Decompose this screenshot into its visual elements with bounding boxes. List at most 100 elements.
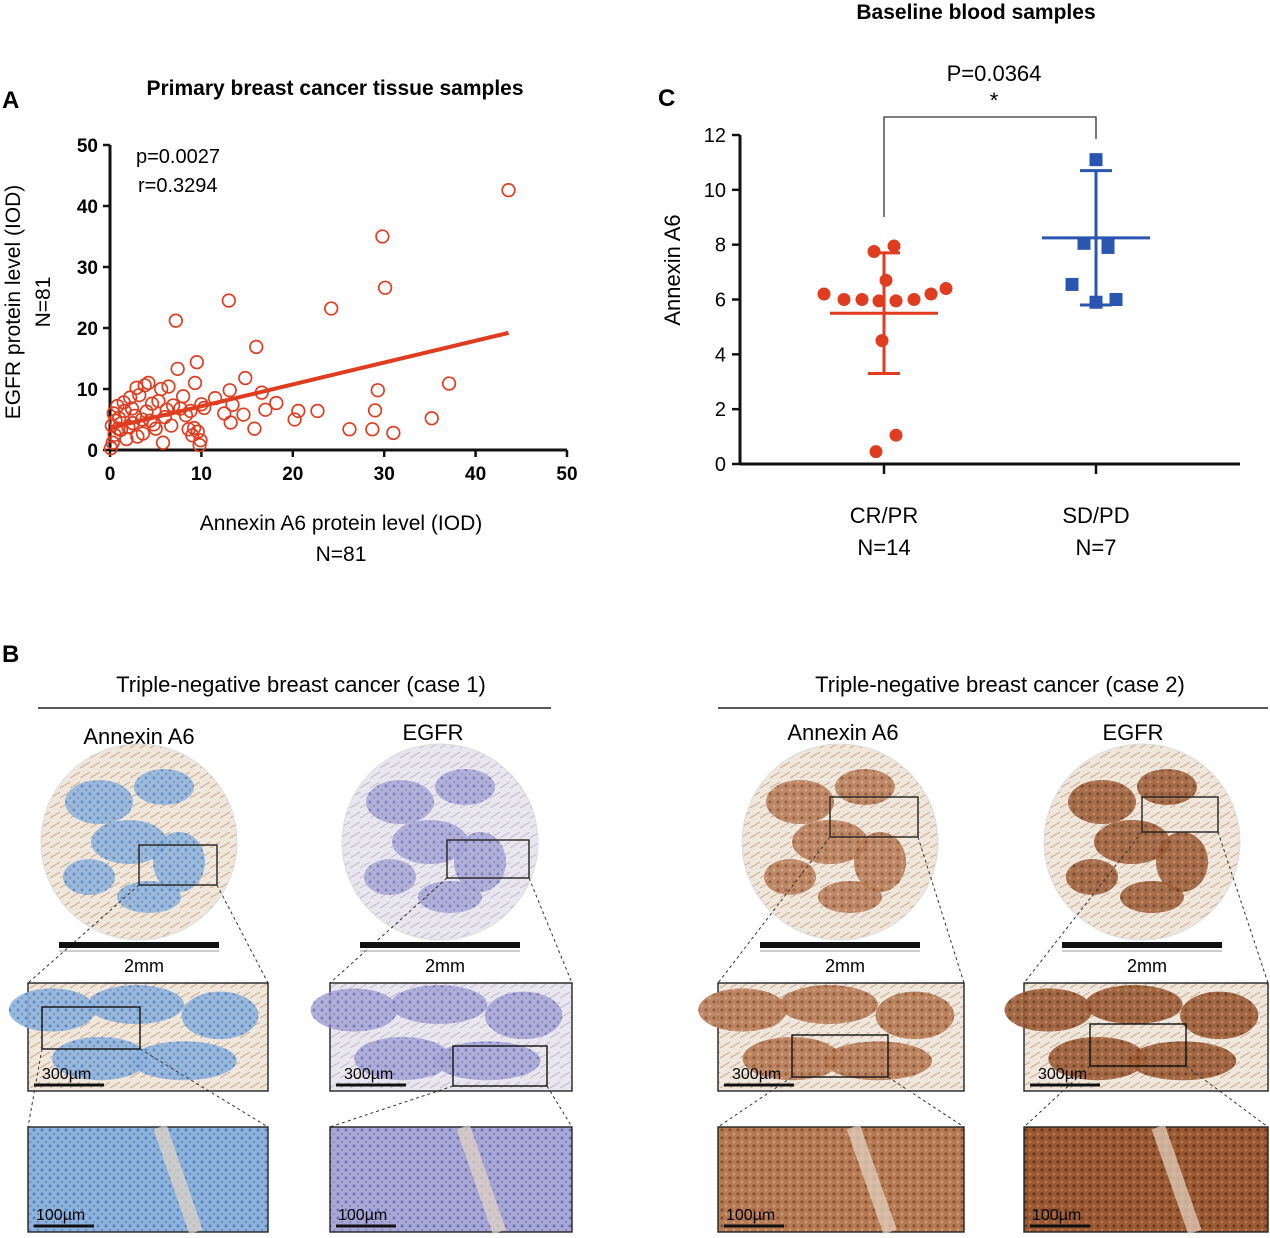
stained-nest [1066, 859, 1118, 895]
panel-c-title: Baseline blood samples [856, 1, 1095, 24]
data-point [342, 422, 357, 437]
scale-label-100um: 100µm [338, 1207, 387, 1224]
stained-nest [364, 859, 416, 895]
data-point [238, 370, 253, 386]
stroma-strand [1151, 1124, 1202, 1235]
data-point [258, 402, 273, 417]
data-point [501, 182, 516, 198]
data-point [186, 420, 202, 436]
y-tick-label: 10 [77, 380, 98, 401]
stained-region [131, 1041, 237, 1081]
data-point [247, 421, 262, 436]
data-point-CR/PR [817, 287, 831, 301]
x-tick-label: 10 [191, 464, 212, 485]
c-y-axis-label: Annexin A6 [660, 214, 685, 325]
zoom-connector [546, 1085, 573, 1128]
stained-nest [1137, 769, 1197, 805]
zoom-box-mid [791, 1034, 889, 1078]
scale-label-100um: 100µm [1032, 1207, 1081, 1224]
y-tick-label: 50 [77, 136, 98, 157]
data-point [370, 383, 385, 398]
data-point [193, 433, 208, 448]
stained-nest [854, 832, 906, 892]
zoom-connector [27, 1048, 43, 1128]
zoom-connector [1023, 1065, 1091, 1128]
zoom-connector [917, 836, 965, 984]
stained-nest [764, 859, 816, 895]
significance-star: * [990, 88, 999, 113]
data-point-CR/PR [855, 293, 869, 306]
data-point [119, 431, 134, 447]
data-point [141, 375, 156, 391]
y-axis-n-label: N=81 [32, 277, 55, 328]
scale-bar-2mm [1062, 942, 1222, 948]
stained-nest [435, 769, 495, 805]
data-point [190, 424, 205, 439]
data-point [291, 403, 306, 419]
data-point-CR/PR [875, 334, 889, 348]
high-magnification-image [27, 1126, 269, 1233]
c-y-tick-label: 2 [715, 399, 726, 421]
data-point [386, 425, 401, 441]
stained-region [1048, 1037, 1146, 1081]
case-2-title: Triple-negative breast cancer (case 2) [815, 672, 1185, 697]
regression-line [109, 330, 509, 430]
zoom-connector [216, 884, 269, 984]
case-1-stain-egfr: EGFR [402, 720, 463, 745]
data-point [192, 437, 207, 453]
scale-label-300um: 300µm [42, 1066, 91, 1083]
data-point [221, 293, 236, 308]
data-point [222, 383, 237, 398]
data-point-SD/PD [1065, 277, 1079, 291]
panel-c: C Baseline blood samples P=0.0364 * 0 2 4 6… [658, 1, 1240, 560]
data-point [170, 361, 185, 377]
data-point [375, 229, 390, 244]
data-point [187, 375, 203, 391]
y-tick-label: 40 [77, 197, 98, 218]
x-tick-label: 50 [556, 464, 577, 485]
x-axis-label: Annexin A6 protein level (IOD) [200, 512, 482, 535]
y-axis-label: EGFR protein level (IOD) [2, 185, 25, 420]
zoom-box [1141, 796, 1219, 833]
data-point [155, 435, 171, 450]
stained-nest [366, 780, 434, 824]
stained-nest [418, 881, 482, 913]
stained-nest [766, 780, 834, 824]
zoom-connector [27, 884, 140, 984]
stained-region [875, 991, 955, 1040]
data-point-SD/PD [1109, 293, 1123, 306]
stained-nest [1156, 832, 1208, 892]
data-point [129, 380, 144, 395]
stained-nest [117, 881, 181, 913]
data-point-CR/PR [887, 239, 901, 253]
histology-images: 2mm 300µm 100µm 2mm 300µm 100µm 2mm 300µm 100µm 2… [8, 743, 1269, 1235]
scale-label-2mm: 2mm [1127, 956, 1167, 976]
data-point [189, 355, 204, 370]
panel-a-letter: A [2, 87, 19, 114]
zoom-box [829, 796, 919, 838]
stained-nest [65, 780, 133, 824]
stained-nest [818, 881, 882, 913]
data-point [223, 415, 238, 430]
data-point [130, 429, 145, 444]
data-point [122, 390, 138, 405]
c-y-tick-label: 10 [704, 180, 726, 202]
stroma-strand [846, 1124, 897, 1235]
data-point-CR/PR [879, 273, 893, 287]
data-point-CR/PR [867, 245, 881, 259]
panel-b-letter: B [2, 641, 19, 668]
group-n-sd-pd: N=7 [1076, 535, 1117, 560]
scale-label-300um: 300µm [732, 1066, 781, 1083]
high-magnification-image [717, 1126, 965, 1233]
group-label-cr-pr: CR/PR [850, 503, 918, 528]
zoom-box [138, 844, 218, 886]
data-point-CR/PR [889, 428, 903, 442]
x-tick-label: 40 [465, 464, 486, 485]
data-point [105, 435, 120, 450]
scatter-plot-area: 0 10 20 30 40 50 0 10 20 30 40 50 [77, 136, 578, 485]
data-point [287, 412, 302, 427]
panel-c-letter: C [658, 85, 675, 112]
data-point [441, 376, 457, 391]
stained-nest [1094, 820, 1170, 864]
x-axis-n-label: N=81 [316, 543, 367, 566]
